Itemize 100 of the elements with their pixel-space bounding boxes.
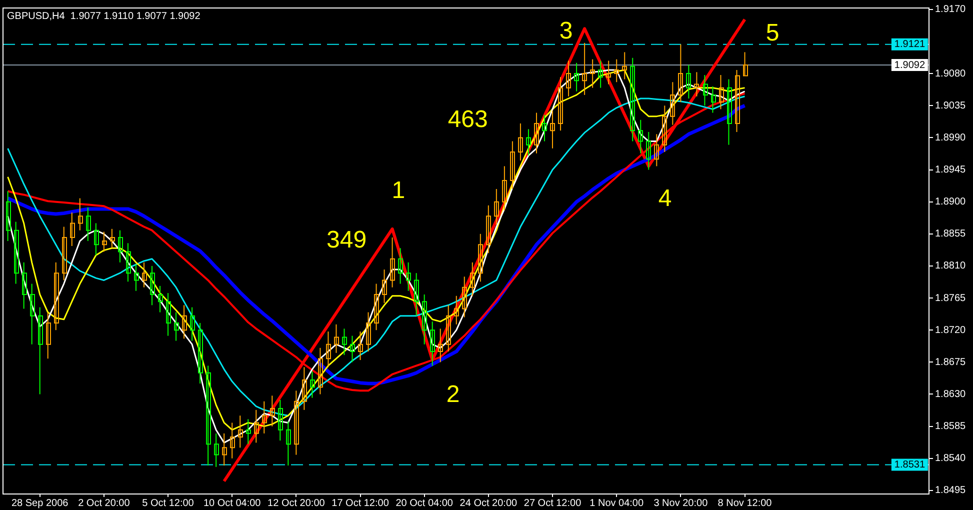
x-tick-label: 1 Nov 04:00 [590, 498, 644, 509]
candlestick [743, 52, 748, 76]
candlestick [206, 365, 211, 466]
candlestick [735, 69, 740, 132]
candlestick [166, 292, 171, 336]
candlestick [646, 131, 651, 170]
candlestick [526, 128, 531, 156]
candlestick [566, 60, 571, 97]
annotation: 2 [446, 380, 460, 408]
candlestick [326, 331, 331, 368]
candlestick [142, 262, 147, 288]
candlestick [182, 304, 187, 340]
text: 5 [766, 19, 780, 46]
candlestick [598, 60, 603, 88]
chart-title: GBPUSD,H4 1.9077 1.9110 1.9077 1.9092 [7, 10, 201, 22]
candlestick [414, 272, 419, 316]
candlestick [438, 328, 443, 363]
candlestick [630, 57, 635, 142]
candlestick [510, 140, 515, 190]
candlestick [350, 335, 355, 363]
candlestick [622, 52, 627, 80]
candlestick [494, 188, 499, 226]
x-tick-label: 3 Nov 20:00 [654, 498, 708, 509]
candlestick [334, 324, 339, 354]
candlestick [6, 190, 11, 242]
candlestick [342, 328, 347, 356]
candlestick [670, 82, 675, 126]
y-tick-label: 1.8630 [935, 388, 966, 400]
candlestick [638, 119, 643, 154]
candlestick [198, 322, 203, 384]
y-tick-label: 1.8675 [935, 356, 966, 368]
candlestick [486, 204, 491, 254]
candlestick [150, 265, 155, 306]
annotation: 1 [392, 176, 406, 204]
candlestick [310, 370, 315, 398]
y-tick-label: 1.8990 [935, 132, 966, 144]
candlestick [694, 72, 699, 97]
candlestick [358, 331, 363, 361]
candlestick [286, 420, 291, 466]
y-tick-label: 1.8495 [935, 485, 966, 496]
ref-line-label: 1.9092 [894, 60, 926, 71]
candlestick [70, 212, 75, 247]
candlestick [662, 105, 667, 152]
candlestick [550, 110, 555, 149]
candlestick [134, 264, 139, 292]
candlestick [398, 248, 403, 284]
candlestick [158, 285, 163, 313]
candlestick [222, 432, 227, 466]
candlestick [574, 62, 579, 92]
candlestick [703, 74, 708, 106]
candlestick [102, 231, 107, 252]
candlestick [654, 134, 659, 167]
candlestick [294, 390, 299, 456]
candlestick [711, 86, 716, 114]
x-tick-label: 27 Oct 12:00 [524, 498, 582, 509]
ref-line-label: 1.9121 [894, 39, 926, 50]
y-tick-label: 1.8855 [935, 228, 966, 240]
candlestick [270, 395, 275, 427]
candlestick [78, 198, 83, 231]
candlestick [478, 233, 483, 282]
candlestick [454, 295, 459, 325]
candlestick [62, 226, 67, 281]
candlestick [86, 207, 91, 242]
x-tick-label: 10 Oct 04:00 [203, 498, 262, 509]
x-tick-label: 17 Oct 12:00 [332, 498, 390, 509]
candlestick [542, 114, 547, 142]
x-tick-label: 2 Oct 20:00 [78, 498, 130, 509]
candlestick [30, 283, 35, 345]
candlestick [558, 76, 563, 132]
candlestick [390, 236, 395, 288]
candlestick [719, 74, 724, 110]
candlestick [382, 269, 387, 304]
candlestick [190, 306, 195, 342]
y-tick-label: 1.9080 [935, 68, 966, 80]
x-tick-label: 12 Oct 20:00 [268, 498, 326, 509]
candlestick [534, 112, 539, 154]
candlestick [430, 321, 435, 366]
candlestick [462, 276, 467, 318]
candlestick [406, 262, 411, 292]
y-tick-label: 1.8765 [935, 292, 966, 304]
candlestick [262, 400, 267, 434]
y-tick-label: 1.8945 [935, 164, 966, 176]
candlestick [246, 418, 251, 445]
x-tick-label: 28 Sep 2006 [11, 498, 69, 509]
ref-line-label: 1.8531 [894, 460, 926, 471]
y-tick-label: 1.8720 [935, 324, 966, 336]
y-tick-label: 1.9035 [935, 100, 966, 112]
candlestick [302, 366, 307, 410]
candlestick [94, 222, 99, 256]
candlestick [374, 283, 379, 331]
candlestick [582, 42, 587, 96]
candlestick [230, 422, 235, 459]
candlestick [46, 312, 51, 360]
candlestick [422, 294, 427, 345]
candlestick [366, 312, 371, 352]
y-tick-label: 1.9170 [935, 4, 966, 16]
x-tick-label: 8 Nov 12:00 [718, 498, 772, 509]
candlestick [446, 304, 451, 352]
candlestick [22, 262, 27, 310]
candlestick [614, 58, 619, 83]
